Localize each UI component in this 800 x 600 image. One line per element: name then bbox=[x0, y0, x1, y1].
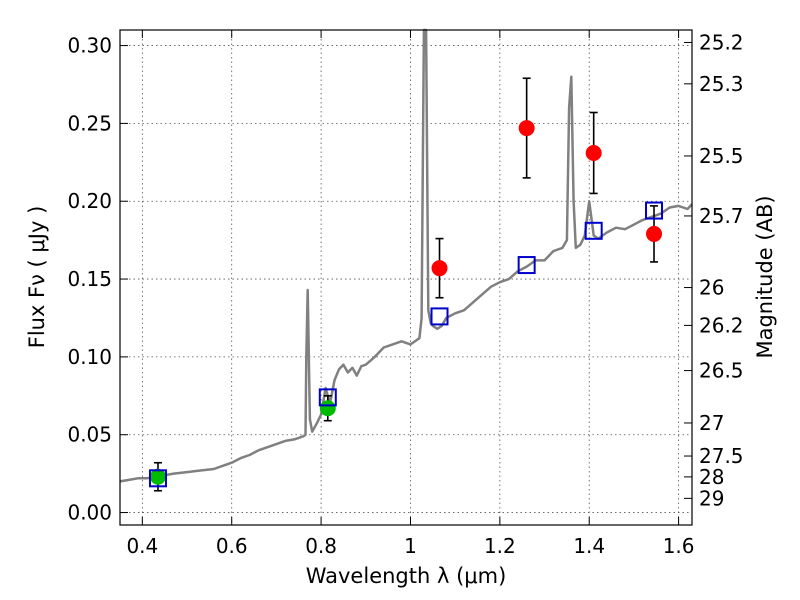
y-tick-label: 0.00 bbox=[67, 501, 112, 525]
detection-point bbox=[585, 144, 602, 161]
y-tick-label: 0.05 bbox=[67, 423, 112, 447]
optical-point bbox=[149, 468, 166, 485]
model-photometry-square bbox=[148, 469, 167, 488]
y-tick-label: 0.30 bbox=[67, 34, 112, 58]
y-tick-label: 0.15 bbox=[67, 267, 112, 291]
x-tick-label: 1 bbox=[404, 534, 417, 558]
mag-tick-label: 25.5 bbox=[699, 144, 744, 168]
mag-tick-label: 29 bbox=[699, 486, 724, 510]
y-tick-label: 0.20 bbox=[67, 189, 112, 213]
model-photometry-square bbox=[430, 307, 449, 326]
detection-point bbox=[518, 120, 535, 137]
model-photometry-square bbox=[584, 221, 603, 240]
x-axis-label: Wavelength λ (μm) bbox=[306, 564, 507, 588]
mag-tick-label: 25.3 bbox=[699, 72, 744, 96]
detection-point bbox=[646, 225, 663, 242]
plot-frame bbox=[119, 29, 693, 526]
y-axis-right-label: Magnitude (AB) bbox=[753, 195, 777, 358]
x-tick-label: 1.2 bbox=[484, 534, 516, 558]
model-sed-line bbox=[119, 28, 693, 483]
mag-tick-label: 27.5 bbox=[699, 444, 744, 468]
x-tick-label: 0.6 bbox=[216, 534, 248, 558]
mag-tick-label: 25.2 bbox=[699, 30, 744, 54]
tick-layer: 0.4 0.6 0.8 1 1.2 1.4 1.6 0.00 0.05 0.10 0.15 0.20 0… bbox=[67, 30, 744, 558]
mag-tick-label: 26 bbox=[699, 276, 724, 300]
plot-layer bbox=[119, 28, 693, 492]
detection-point bbox=[431, 260, 448, 277]
y-axis-label: Flux Fν ( μJy ) bbox=[25, 206, 49, 349]
x-tick-label: 0.8 bbox=[305, 534, 337, 558]
y-tick-label: 0.25 bbox=[67, 111, 112, 135]
mag-tick-label: 27 bbox=[699, 411, 724, 435]
model-photometry-square bbox=[517, 256, 536, 275]
y-tick-label: 0.10 bbox=[67, 345, 112, 369]
mag-tick-label: 25.7 bbox=[699, 204, 744, 228]
model-photometry-square bbox=[645, 201, 664, 220]
x-tick-label: 1.4 bbox=[573, 534, 605, 558]
mag-tick-label: 28 bbox=[699, 465, 724, 489]
mag-tick-label: 26.2 bbox=[699, 313, 744, 337]
model-photometry-square bbox=[318, 388, 337, 407]
x-tick-label: 1.6 bbox=[663, 534, 695, 558]
grid-layer bbox=[120, 30, 692, 525]
optical-point bbox=[319, 400, 336, 417]
mag-tick-label: 26.5 bbox=[699, 359, 744, 383]
x-tick-label: 0.4 bbox=[126, 534, 158, 558]
